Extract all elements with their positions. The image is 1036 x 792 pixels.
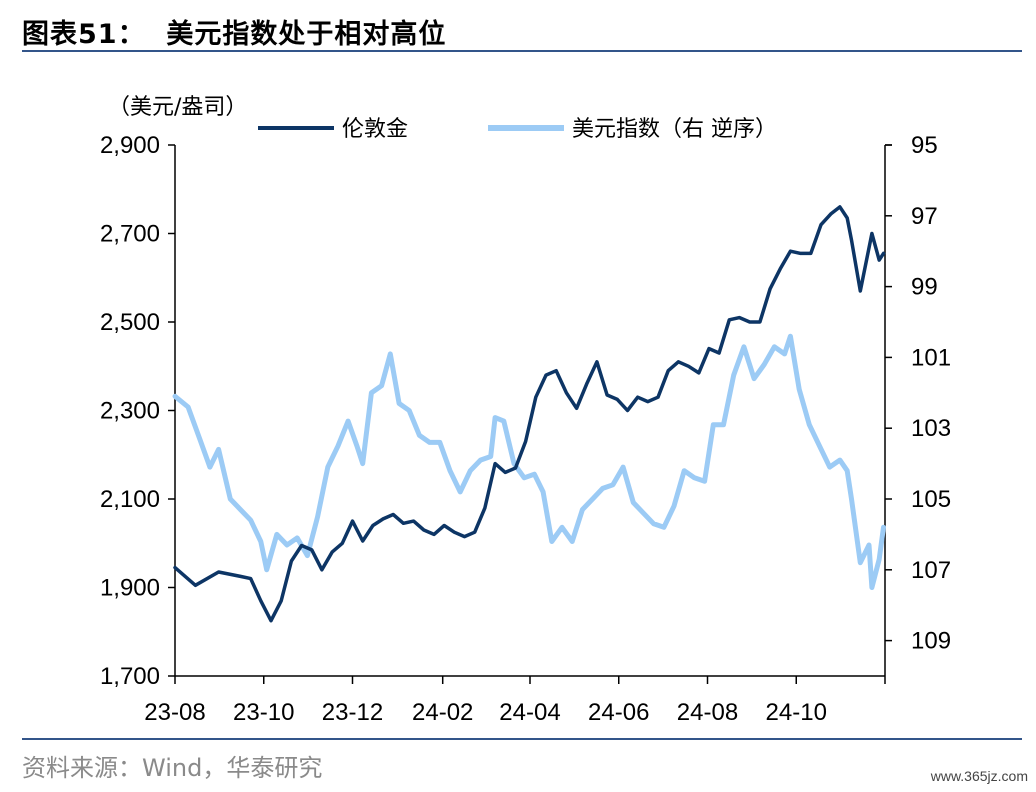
left-tick-label: 2,500: [100, 309, 160, 336]
left-axis-unit: （美元/盎司）: [108, 95, 247, 120]
right-tick-label: 109: [911, 628, 951, 655]
figure-title-text: 美元指数处于相对高位: [166, 19, 447, 50]
source-text: 资料来源：Wind，华泰研究: [22, 754, 323, 782]
left-tick-label: 1,700: [100, 663, 160, 690]
footer-rule: [22, 738, 1022, 740]
figure-label: 图表51：: [22, 19, 146, 50]
right-tick-label: 95: [911, 132, 938, 159]
figure-title: 图表51： 美元指数处于相对高位: [22, 12, 446, 51]
right-tick-label: 97: [911, 203, 938, 230]
x-tick-label: 24-04: [499, 699, 560, 726]
left-tick-label: 2,900: [100, 132, 160, 159]
right-tick-label: 105: [911, 486, 951, 513]
x-tick-label: 24-08: [677, 699, 738, 726]
left-tick-label: 2,700: [100, 221, 160, 248]
x-tick-label: 24-06: [588, 699, 649, 726]
x-tick-label: 23-10: [233, 699, 294, 726]
dollar-index-line: [172, 333, 886, 590]
left-tick-label: 1,900: [100, 575, 160, 602]
left-tick-label: 2,300: [100, 398, 160, 425]
gold-price-line: [173, 205, 886, 623]
right-tick-label: 99: [911, 274, 938, 301]
x-tick-label: 24-10: [766, 699, 827, 726]
legend-label-gold: 伦敦金: [342, 117, 408, 142]
x-tick-label: 23-08: [144, 699, 205, 726]
right-tick-label: 101: [911, 344, 951, 371]
x-tick-label: 23-12: [322, 699, 383, 726]
right-tick-label: 107: [911, 557, 951, 584]
left-tick-label: 2,100: [100, 486, 160, 513]
right-tick-label: 103: [911, 415, 951, 442]
legend-label-dollar: 美元指数（右 逆序）: [572, 117, 777, 142]
watermark: www.365jz.com: [930, 768, 1028, 784]
x-tick-label: 24-02: [412, 699, 473, 726]
title-rule: [22, 50, 1022, 52]
